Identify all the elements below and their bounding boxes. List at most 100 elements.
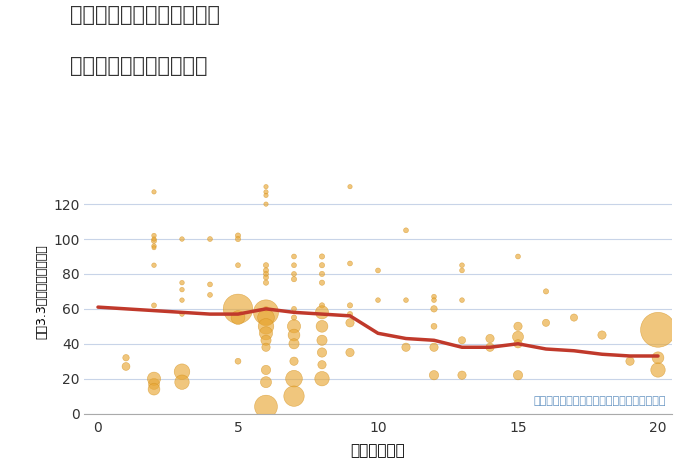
Point bbox=[204, 291, 216, 298]
Point bbox=[148, 232, 160, 239]
Point bbox=[260, 183, 272, 190]
Point bbox=[540, 288, 552, 295]
Point bbox=[484, 335, 496, 342]
Point bbox=[316, 261, 328, 269]
Point bbox=[344, 310, 356, 318]
Point bbox=[652, 354, 664, 361]
Point bbox=[232, 235, 244, 243]
Point bbox=[232, 358, 244, 365]
Point bbox=[372, 297, 384, 304]
Point bbox=[148, 302, 160, 309]
Point bbox=[456, 261, 468, 269]
Point bbox=[260, 403, 272, 410]
Point bbox=[344, 302, 356, 309]
Point bbox=[316, 309, 328, 316]
Point bbox=[288, 275, 300, 283]
Point bbox=[232, 305, 244, 313]
Text: 円の大きさは、取引のあった物件面積を示す: 円の大きさは、取引のあった物件面積を示す bbox=[533, 396, 666, 406]
Point bbox=[288, 305, 300, 313]
Point bbox=[148, 261, 160, 269]
Point bbox=[428, 305, 440, 313]
Point bbox=[484, 344, 496, 351]
Point bbox=[344, 260, 356, 267]
Point bbox=[260, 309, 272, 316]
Point bbox=[260, 279, 272, 286]
Point bbox=[120, 354, 132, 361]
Point bbox=[148, 380, 160, 388]
Point bbox=[148, 237, 160, 244]
Point bbox=[316, 302, 328, 309]
Point bbox=[288, 314, 300, 321]
Point bbox=[288, 270, 300, 278]
Point bbox=[316, 361, 328, 368]
X-axis label: 駅距離（分）: 駅距離（分） bbox=[351, 443, 405, 458]
Point bbox=[176, 310, 188, 318]
Point bbox=[120, 363, 132, 370]
Point bbox=[260, 200, 272, 208]
Point bbox=[372, 266, 384, 274]
Point bbox=[316, 337, 328, 344]
Point bbox=[316, 349, 328, 356]
Point bbox=[512, 371, 524, 379]
Point bbox=[148, 188, 160, 196]
Point bbox=[652, 366, 664, 374]
Point bbox=[148, 385, 160, 393]
Point bbox=[260, 378, 272, 386]
Point bbox=[512, 322, 524, 330]
Point bbox=[176, 297, 188, 304]
Point bbox=[176, 368, 188, 376]
Y-axis label: 坪（3.3㎡）単価（万円）: 坪（3.3㎡）単価（万円） bbox=[35, 244, 48, 339]
Point bbox=[260, 337, 272, 344]
Point bbox=[260, 188, 272, 196]
Text: 福岡県久留米市津福本町の: 福岡県久留米市津福本町の bbox=[70, 5, 220, 25]
Point bbox=[568, 314, 580, 321]
Point bbox=[260, 261, 272, 269]
Point bbox=[288, 322, 300, 330]
Point bbox=[260, 266, 272, 274]
Point bbox=[288, 331, 300, 339]
Point bbox=[344, 183, 356, 190]
Point bbox=[512, 333, 524, 341]
Point bbox=[316, 253, 328, 260]
Point bbox=[260, 344, 272, 351]
Point bbox=[428, 322, 440, 330]
Point bbox=[456, 371, 468, 379]
Point bbox=[512, 253, 524, 260]
Point bbox=[260, 274, 272, 281]
Point bbox=[260, 314, 272, 321]
Point bbox=[316, 279, 328, 286]
Point bbox=[624, 358, 636, 365]
Point bbox=[176, 235, 188, 243]
Point bbox=[260, 305, 272, 313]
Point bbox=[288, 261, 300, 269]
Point bbox=[148, 375, 160, 383]
Point bbox=[540, 319, 552, 327]
Point bbox=[400, 227, 412, 234]
Point bbox=[428, 344, 440, 351]
Point bbox=[148, 242, 160, 250]
Point bbox=[232, 232, 244, 239]
Point bbox=[428, 371, 440, 379]
Point bbox=[288, 358, 300, 365]
Point bbox=[512, 340, 524, 347]
Point bbox=[316, 322, 328, 330]
Point bbox=[400, 297, 412, 304]
Point bbox=[232, 261, 244, 269]
Point bbox=[260, 322, 272, 330]
Point bbox=[176, 286, 188, 293]
Point bbox=[652, 326, 664, 334]
Point bbox=[288, 253, 300, 260]
Point bbox=[288, 375, 300, 383]
Text: 駅距離別中古戸建て価格: 駅距離別中古戸建て価格 bbox=[70, 56, 207, 77]
Point bbox=[288, 392, 300, 400]
Point bbox=[456, 337, 468, 344]
Point bbox=[456, 297, 468, 304]
Point bbox=[316, 375, 328, 383]
Point bbox=[288, 340, 300, 347]
Point bbox=[176, 279, 188, 286]
Point bbox=[176, 378, 188, 386]
Point bbox=[148, 235, 160, 243]
Point bbox=[428, 293, 440, 300]
Point bbox=[260, 270, 272, 278]
Point bbox=[316, 270, 328, 278]
